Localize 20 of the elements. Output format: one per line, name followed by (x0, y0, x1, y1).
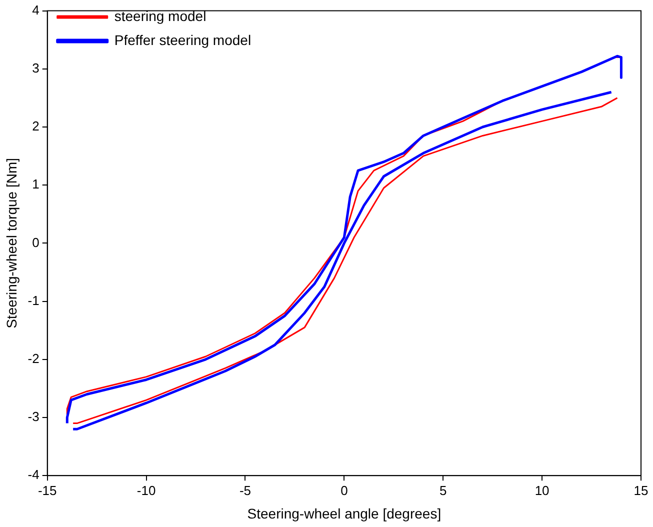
x-tick-label: -15 (38, 482, 57, 498)
y-tick-label: 4 (32, 2, 40, 18)
y-tick-label: 3 (32, 60, 40, 76)
y-tick-label: -4 (28, 467, 40, 482)
y-tick-label: 1 (32, 176, 40, 192)
legend-label: Pfeffer steering model (114, 32, 252, 48)
y-tick-label: 0 (32, 234, 40, 250)
y-tick-label: 2 (32, 118, 40, 134)
y-tick-label: -2 (28, 350, 40, 366)
legend-label: steering model (114, 8, 206, 24)
x-tick-label: 5 (440, 482, 447, 498)
x-tick-label: -10 (136, 482, 156, 498)
x-tick-label: 0 (340, 482, 348, 498)
x-tick-label: 15 (634, 482, 648, 498)
y-axis-title: Steering-wheel torque [Nm] (3, 158, 20, 328)
y-tick-label: -1 (28, 292, 40, 308)
y-tick-label: -3 (28, 409, 40, 424)
x-tick-label: -5 (239, 482, 252, 498)
x-tick-label: 10 (534, 482, 550, 498)
x-axis-title: Steering-wheel angle [degrees] (247, 505, 442, 522)
